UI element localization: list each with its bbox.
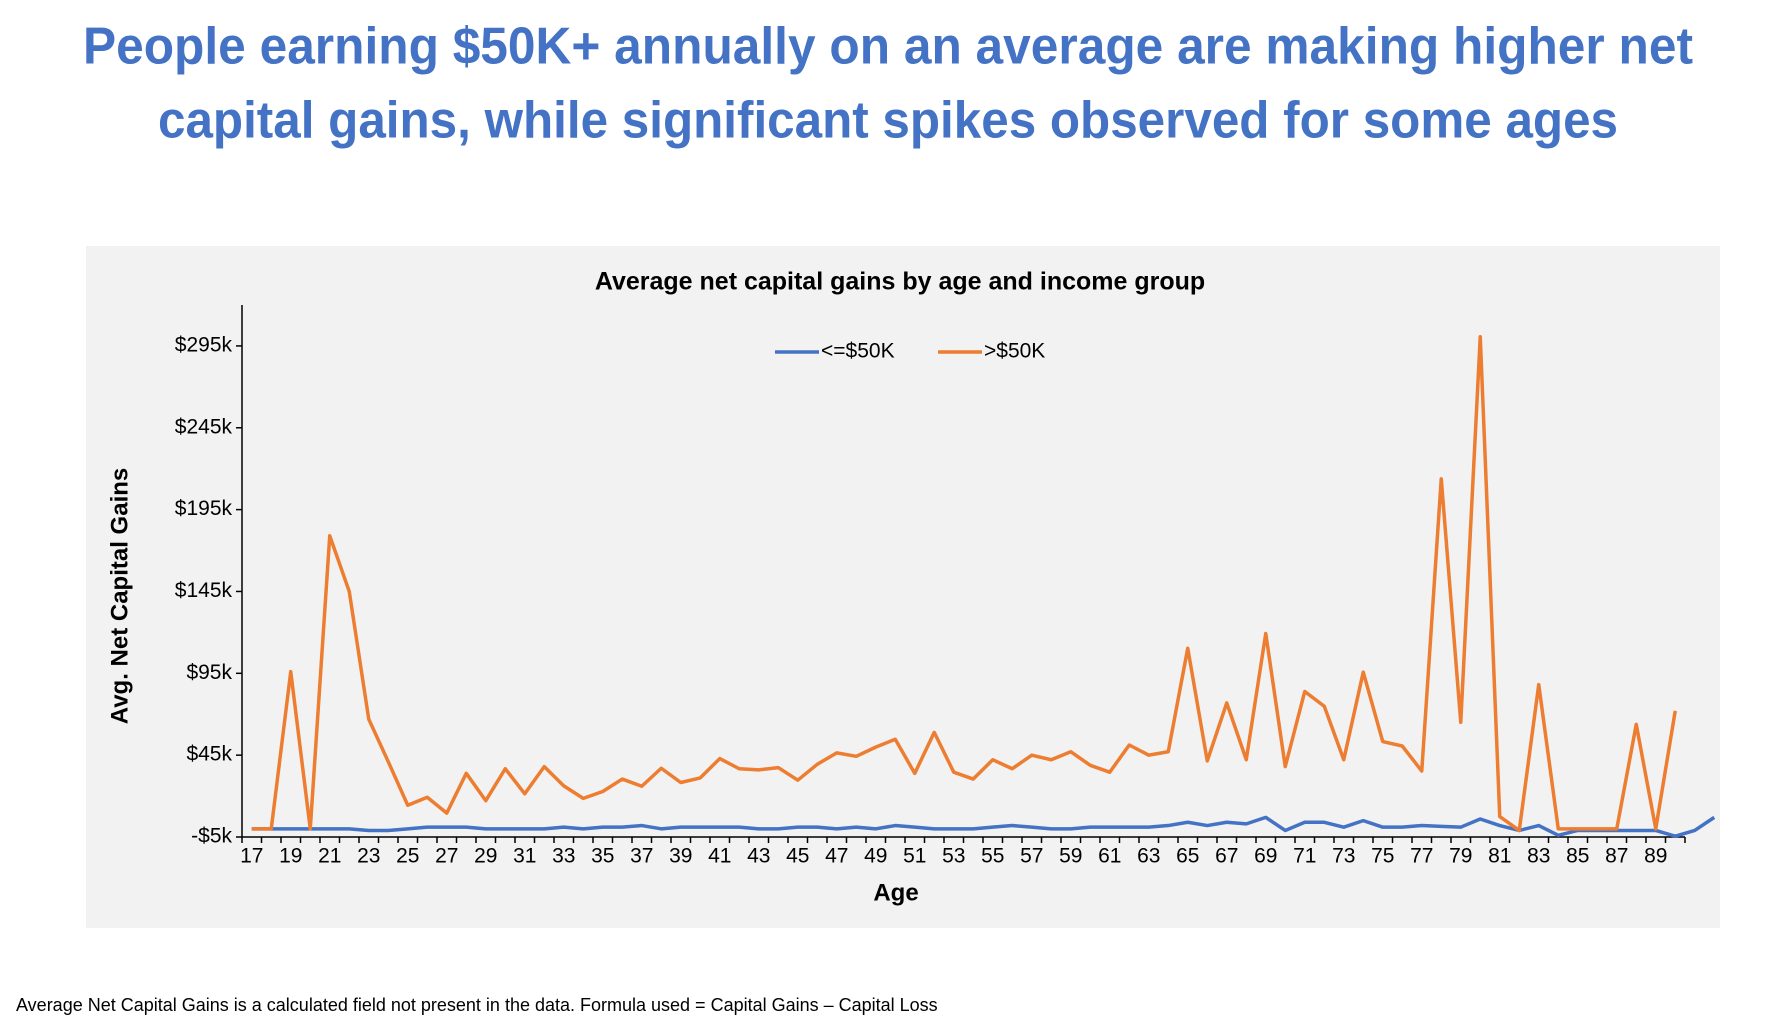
x-tick-label: 71 (1293, 845, 1316, 868)
x-tick-label: 67 (1215, 845, 1238, 868)
legend-label: <=$50K (821, 340, 895, 363)
x-tick-label: 47 (825, 845, 848, 868)
legend-item: >$50K (938, 340, 1045, 363)
legend-label: >$50K (984, 340, 1045, 363)
x-tick-label: 49 (864, 845, 887, 868)
x-tick-label: 59 (1059, 845, 1082, 868)
x-tick-label: 61 (1098, 845, 1121, 868)
x-axis-label: Age (873, 879, 918, 906)
y-tick-label: $245k (175, 415, 233, 438)
x-tick-label: 29 (474, 845, 497, 868)
x-tick-label: 37 (630, 845, 653, 868)
series-line (251, 335, 1677, 833)
x-tick-label: 69 (1254, 845, 1277, 868)
x-tick-label: 45 (786, 845, 809, 868)
x-tick-label: 63 (1137, 845, 1160, 868)
x-tick-label: 83 (1527, 845, 1550, 868)
series-line (251, 815, 1716, 838)
x-tick-label: 25 (396, 845, 419, 868)
y-axis-label: Avg. Net Capital Gains (106, 468, 133, 725)
x-tick-label: 53 (942, 845, 965, 868)
x-tick-label: 31 (513, 845, 536, 868)
x-tick-label: 81 (1488, 845, 1511, 868)
x-tick-label: 27 (435, 845, 458, 868)
x-tick-label: 51 (903, 845, 926, 868)
x-tick-label: 75 (1371, 845, 1394, 868)
x-tick-label: 87 (1605, 845, 1628, 868)
x-tick-label: 73 (1332, 845, 1355, 868)
x-tick-label: 85 (1566, 845, 1589, 868)
x-tick-label: 33 (552, 845, 575, 868)
y-tick-label: -$5k (191, 825, 232, 848)
slide-title: People earning $50K+ annually on an aver… (83, 18, 1693, 76)
x-tick-label: 65 (1176, 845, 1199, 868)
x-tick-label: 19 (279, 845, 302, 868)
x-tick-label: 57 (1020, 845, 1043, 868)
x-tick-label: 43 (747, 845, 770, 868)
x-tick-label: 41 (708, 845, 731, 868)
y-tick-label: $295k (175, 333, 233, 356)
x-tick-label: 21 (318, 845, 341, 868)
slide-title: capital gains, while significant spikes … (158, 92, 1618, 150)
y-tick-label: $95k (186, 661, 232, 684)
x-tick-label: 77 (1410, 845, 1433, 868)
footnote: Average Net Capital Gains is a calculate… (16, 995, 938, 1015)
y-tick-label: $45k (186, 743, 232, 766)
y-tick-label: $145k (175, 579, 233, 602)
plot: -$5k $45k $95k $145k $195k $245k $295k 17 19 21 23… (175, 305, 1716, 868)
x-tick-label: 79 (1449, 845, 1472, 868)
chart-title: Average net capital gains by age and inc… (595, 268, 1205, 296)
x-tick-label: 35 (591, 845, 614, 868)
chart-panel (86, 246, 1720, 928)
legend-item: <=$50K (775, 340, 895, 363)
x-tick-label: 23 (357, 845, 380, 868)
y-tick-label: $195k (175, 497, 233, 520)
x-tick-label: 55 (981, 845, 1004, 868)
x-tick-label: 17 (240, 845, 263, 868)
x-tick-label: 39 (669, 845, 692, 868)
x-tick-label: 89 (1644, 845, 1667, 868)
